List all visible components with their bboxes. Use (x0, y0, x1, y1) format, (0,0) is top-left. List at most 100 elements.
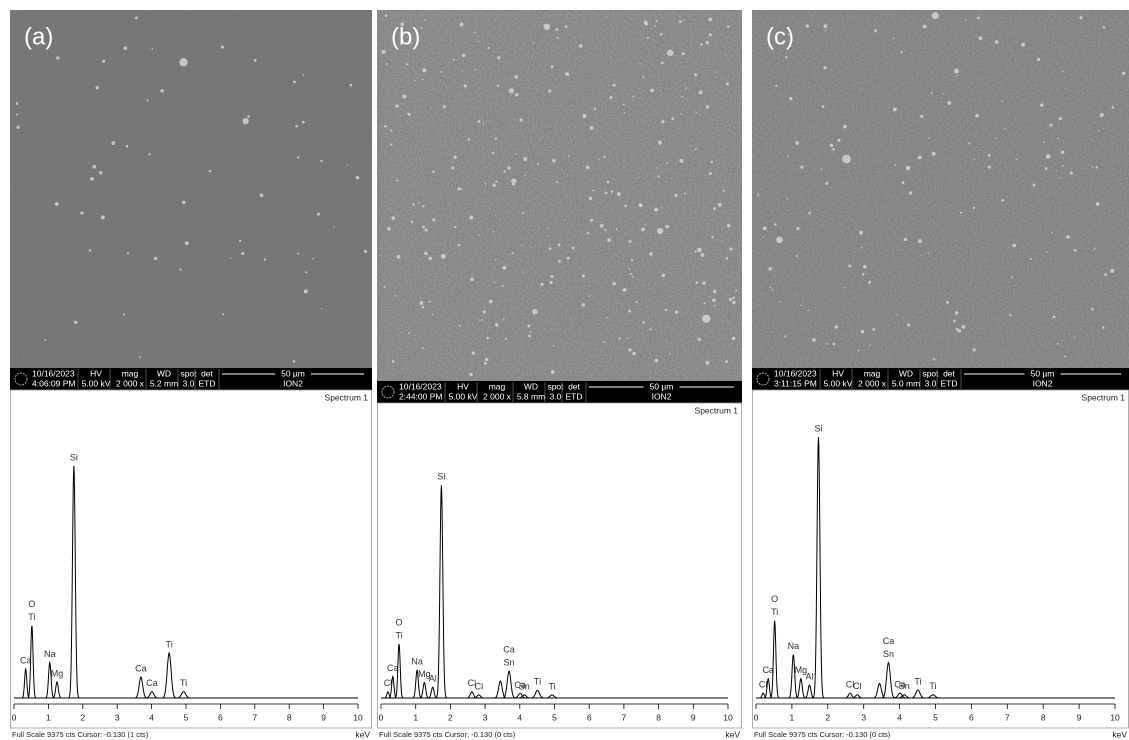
sem-particle (397, 255, 401, 259)
sem-particle (641, 227, 645, 231)
sem-particle (1096, 202, 1100, 206)
sem-particle (124, 46, 128, 50)
sem-particle (384, 125, 387, 128)
spectrum-title: Spectrum 1 (1082, 392, 1126, 402)
sem-particle (386, 63, 388, 65)
x-tick-label: 0 (754, 712, 759, 722)
sem-header: HV (457, 381, 469, 391)
sem-particle (712, 298, 716, 302)
sem-particle (428, 257, 432, 261)
spectrum-frame (11, 390, 372, 728)
sem-particle (709, 172, 712, 175)
sem-particle (960, 212, 962, 214)
sem-particle (800, 305, 801, 306)
sem-particle (321, 308, 323, 310)
sem-particle (443, 105, 446, 108)
x-tick-label: 2 (448, 712, 453, 722)
sem-particle (701, 253, 705, 257)
x-unit: keV (725, 729, 740, 739)
x-tick-label: 7 (252, 712, 257, 722)
sem-particle (407, 113, 410, 116)
sem-particle (503, 318, 505, 320)
sem-particle (1004, 128, 1005, 129)
peak-label: Cl (475, 681, 484, 691)
peak-label: Si (814, 423, 822, 433)
sem-time: 2:44:00 PM (399, 391, 442, 401)
sem-particle (557, 37, 559, 39)
sem-particle (629, 240, 632, 243)
spectrum-peak (769, 621, 781, 698)
sem-particle (479, 319, 481, 321)
x-unit: keV (355, 729, 370, 739)
sem-particle (1040, 103, 1044, 107)
sem-particle (700, 43, 703, 46)
x-tick-label: 4 (149, 712, 154, 722)
sem-particle (260, 194, 264, 198)
sem-particle (92, 165, 96, 169)
sem-particle (182, 201, 186, 205)
sem-particle (665, 225, 669, 229)
sem-header: mag (122, 368, 139, 378)
x-tick-label: 6 (218, 712, 223, 722)
x-tick-label: 2 (80, 712, 85, 722)
sem-particle (1059, 177, 1060, 178)
sem-particle (522, 212, 524, 214)
sem-particle (523, 157, 527, 161)
sem-particle (418, 202, 419, 203)
sem-particle (385, 14, 388, 17)
peak-label: O (28, 599, 35, 609)
sem-particle (1057, 138, 1058, 139)
sem-particle (624, 205, 627, 208)
spectrum-peak (908, 690, 928, 698)
sem-mode: ION2 (1033, 378, 1053, 388)
sem-particle (636, 301, 638, 303)
sem-particle (406, 63, 408, 65)
sem-particle (874, 29, 877, 32)
panel: (b)10/16/20232:44:00 PMHV5.00 kVmag2 000… (377, 10, 742, 739)
peak-label: Na (44, 649, 56, 659)
spectrum-peak (811, 437, 826, 698)
sem-particle (968, 142, 970, 144)
sem-particle (824, 66, 827, 69)
sem-particle (507, 166, 511, 170)
sem-particle (679, 159, 683, 163)
sem-particle (402, 332, 403, 333)
x-tick-label: 10 (1110, 712, 1120, 722)
sem-particle (148, 153, 150, 155)
sem-particle (488, 47, 490, 49)
sem-header: mag (489, 381, 506, 391)
sem-particle (774, 223, 776, 225)
sem-particle (932, 12, 939, 19)
sem-particle (844, 287, 845, 288)
sem-particle (918, 239, 922, 243)
sem-particle (572, 247, 575, 250)
sem-particle (772, 289, 774, 291)
sem-particle (757, 193, 759, 195)
peak-label: Ca (146, 678, 158, 688)
sem-particle (304, 289, 308, 293)
sem-particle (528, 334, 531, 337)
sem-particle (485, 358, 488, 361)
sem-header: det (201, 368, 213, 378)
peak-label: Sn (519, 681, 530, 691)
spectrum-peak (528, 690, 548, 698)
sem-particle (710, 161, 713, 164)
x-tick-label: 7 (622, 712, 627, 722)
sem-particle (521, 245, 522, 246)
peak-label: Ca (883, 636, 895, 646)
sem-particle (679, 20, 682, 23)
peak-label: O (396, 617, 403, 627)
sem-particle (660, 33, 663, 36)
spectrum-title: Spectrum 1 (325, 392, 369, 402)
sem-particle (656, 20, 658, 22)
sem-particle (422, 68, 426, 72)
sem-particle (185, 241, 189, 245)
sem-particle (590, 126, 594, 130)
sem-particle (221, 45, 224, 48)
sem-particle (1053, 316, 1056, 319)
sem-particle (457, 187, 460, 190)
sem-wd: 5.2 mm (150, 378, 178, 388)
sem-particle (432, 218, 435, 221)
sem-particle (732, 301, 735, 304)
sem-particle (863, 265, 867, 269)
